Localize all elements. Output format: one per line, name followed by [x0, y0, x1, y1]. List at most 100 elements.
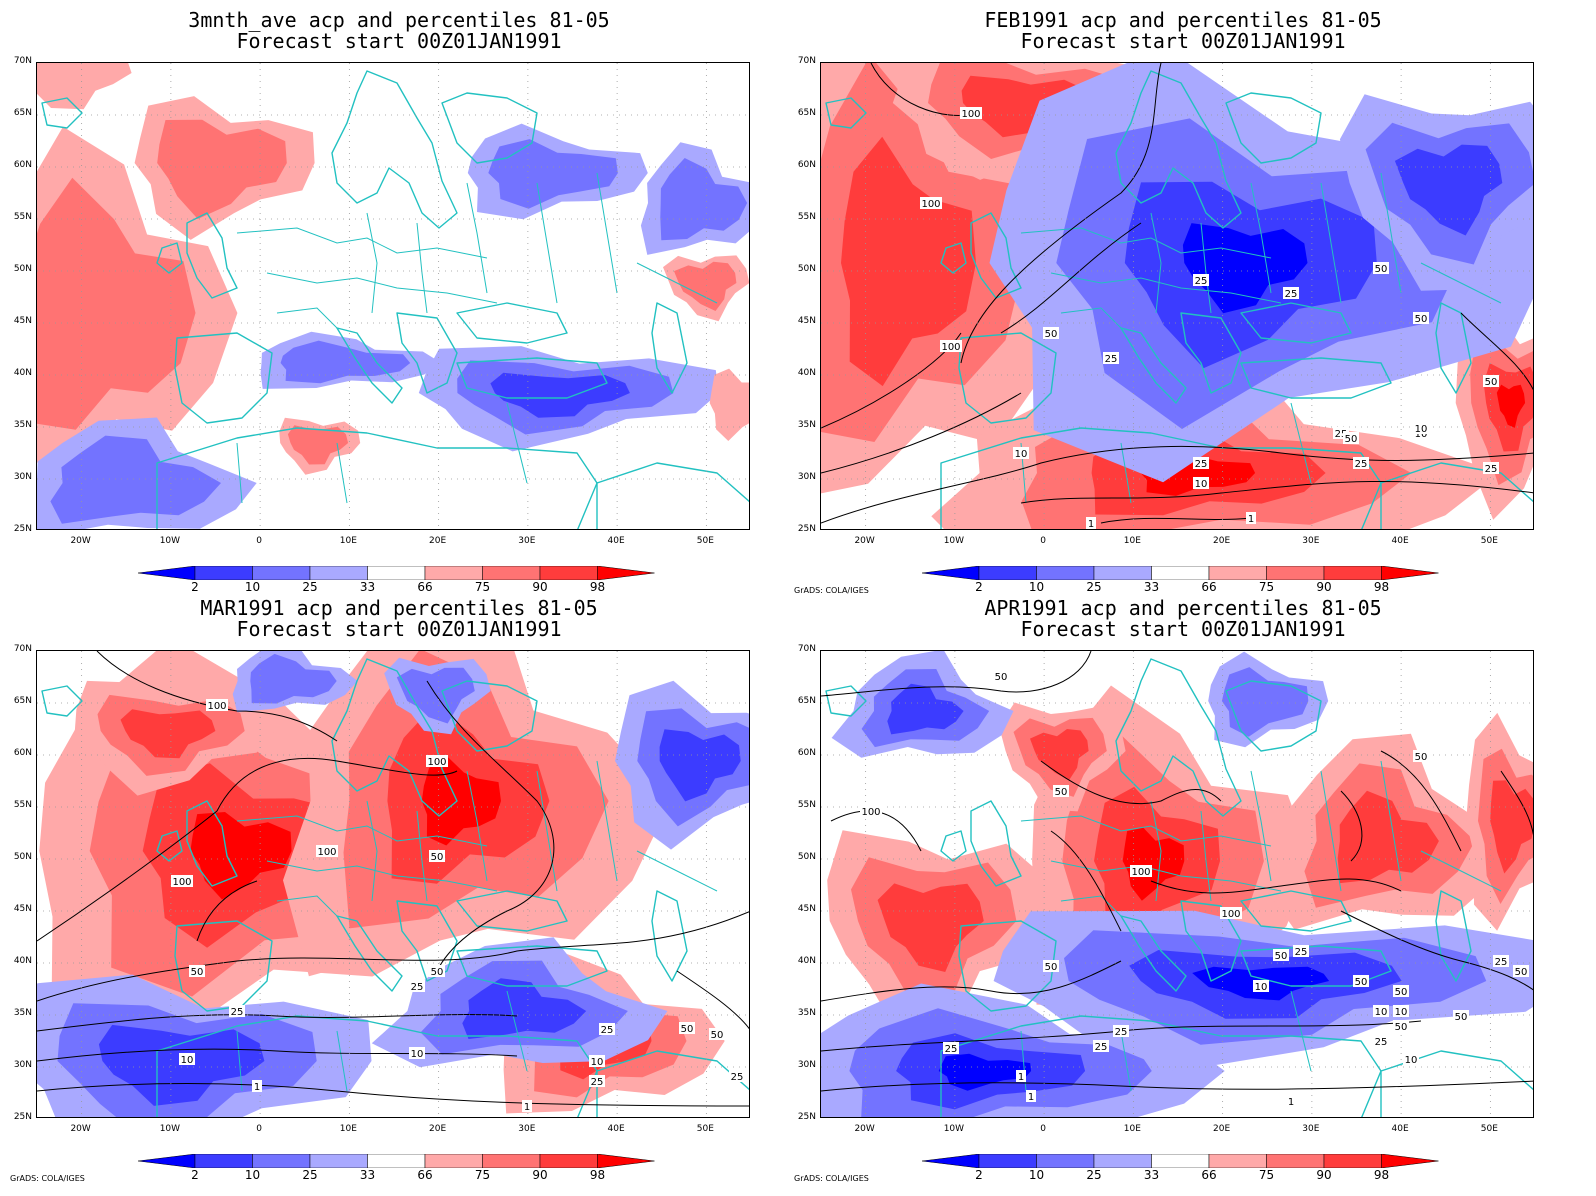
contour-label: 25	[1115, 1027, 1128, 1038]
contour-label: 100	[1131, 867, 1150, 878]
country-border	[636, 850, 718, 892]
map-plot: 1001001005050252525505025101010252510115…	[820, 62, 1534, 530]
lat-tick-label: 50N	[797, 852, 816, 862]
coastline	[336, 915, 403, 992]
country-border	[1150, 212, 1162, 314]
coastline	[825, 685, 867, 717]
map-panel-mar: MAR1991 acp and percentiles 81-05 Foreca…	[0, 588, 798, 1186]
contour-label: 50	[1045, 329, 1058, 340]
contour-label: 10	[181, 1055, 194, 1066]
contour-label-bg	[1483, 462, 1499, 474]
panel-title: 3mnth_ave acp and percentiles 81-05	[188, 8, 610, 32]
panel-title: FEB1991 acp and percentiles 81-05	[984, 8, 1382, 32]
colorbar-segment	[978, 1154, 1037, 1168]
contour-line	[37, 1083, 749, 1107]
lat-tick-label: 25N	[13, 524, 32, 534]
contour-line	[1000, 222, 1142, 334]
coastline	[1115, 658, 1242, 817]
contour-line	[1340, 910, 1533, 991]
blue-anomaly	[396, 667, 475, 724]
colorbar-tick-label: 75	[474, 580, 491, 594]
contour-label-bg	[1283, 287, 1299, 299]
lon-tick-label: 30E	[1302, 1124, 1320, 1134]
coastline	[1225, 92, 1322, 164]
colorbar-tick-label: 10	[244, 580, 261, 594]
contour-label: 25	[411, 982, 424, 993]
country-border	[466, 770, 488, 882]
colorbar-segment	[1208, 566, 1267, 580]
coastline	[186, 800, 238, 887]
red-anomaly	[287, 425, 349, 465]
contour-label: 10	[1015, 449, 1028, 460]
lon-tick-label: 20E	[1213, 536, 1231, 546]
colorbar-segment	[309, 1154, 368, 1168]
contour-label-bg	[1220, 907, 1242, 919]
coastline	[1115, 70, 1242, 229]
country-border	[1290, 402, 1312, 484]
colorbar-segment	[1036, 566, 1095, 580]
red-anomaly	[157, 119, 287, 219]
red-anomaly	[877, 883, 984, 972]
coastline	[1240, 357, 1392, 399]
colorbar-tick-label: 75	[1258, 1168, 1275, 1182]
contour-label: 50	[431, 852, 444, 863]
contour-line	[821, 960, 1122, 1002]
coastline	[940, 427, 1382, 529]
contour-label: 1	[1018, 1072, 1024, 1083]
country-border	[366, 212, 378, 314]
coastline	[940, 242, 967, 274]
colorbar	[922, 566, 1439, 580]
lon-tick-label: 10W	[159, 1124, 181, 1134]
lon-tick-label: 10E	[1123, 1124, 1141, 1134]
lon-tick-label: 20E	[1213, 1124, 1231, 1134]
contour-label: 25	[731, 1072, 744, 1083]
country-border	[366, 800, 378, 902]
coastline	[456, 357, 608, 399]
lat-tick-label: 35N	[797, 1008, 816, 1018]
country-border	[416, 222, 428, 314]
contour-label: 25	[1095, 1042, 1108, 1053]
red-anomaly	[674, 261, 737, 311]
credit-label: GrADS: COLA/IGES	[794, 586, 869, 595]
country-border	[1050, 272, 1282, 304]
lat-tick-label: 70N	[797, 644, 816, 654]
lon-tick-label: 10W	[159, 536, 181, 546]
country-border	[1200, 810, 1212, 902]
coastline	[41, 685, 83, 717]
country-border	[236, 1030, 243, 1092]
coastline	[940, 830, 967, 862]
lat-tick-label: 35N	[13, 1008, 32, 1018]
contour-label-bg	[1413, 750, 1429, 762]
lat-tick-label: 45N	[13, 316, 32, 326]
contour-label-bg	[679, 1022, 695, 1034]
contour-label-bg	[429, 850, 445, 862]
coastline	[825, 97, 867, 129]
contour-label: 100	[961, 109, 980, 120]
contour-label: 25	[1495, 957, 1508, 968]
contour-line	[37, 1014, 518, 1032]
lat-tick-label: 40N	[797, 368, 816, 378]
lat-tick-label: 65N	[797, 696, 816, 706]
coastline	[970, 800, 1022, 887]
coastline	[156, 242, 183, 274]
red-anomaly	[1490, 780, 1533, 874]
colorbar-segment	[252, 566, 311, 580]
contour-line	[37, 757, 458, 942]
colorbar-segment	[1151, 566, 1210, 580]
credit-label: GrADS: COLA/IGES	[10, 1174, 85, 1183]
blue-anomaly	[490, 372, 630, 418]
contour-label-bg	[960, 107, 982, 119]
lat-tick-label: 60N	[13, 160, 32, 170]
contour-label: 1	[1248, 514, 1254, 525]
coastline	[1240, 302, 1352, 344]
contour-label: 25	[1105, 354, 1118, 365]
country-border	[276, 895, 338, 917]
contour-label-bg	[589, 1075, 605, 1087]
coastline	[596, 1050, 749, 1117]
contour-label: 50	[1045, 962, 1058, 973]
map-plot: 50 100 50 50 50 100 100 50 50 25 25 25 50 25 10 10 10 1 1 1…	[820, 650, 1534, 1118]
country-border	[596, 172, 618, 294]
contour-label-bg	[1013, 447, 1029, 459]
colorbar-tick-label: 75	[474, 1168, 491, 1182]
